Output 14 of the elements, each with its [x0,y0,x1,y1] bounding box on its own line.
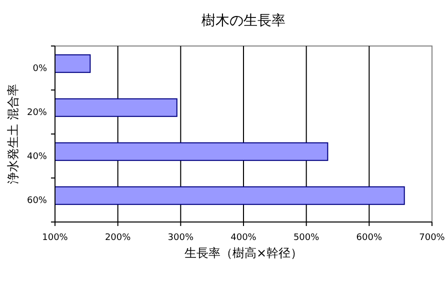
x-tick-label: 300% [168,233,194,243]
y-tick-label: 20% [26,108,48,118]
y-tick-label: 40% [26,152,48,162]
y-tick-label: 60% [26,196,48,206]
y-axis-title: 浄水発生土 混合率 [6,84,20,184]
y-tick-label: 0% [32,64,48,74]
x-tick-label: 400% [230,233,257,243]
x-tick-label: 500% [293,233,320,243]
x-tick-label: 600% [356,233,382,243]
x-axis-title: 生長率（樹高×幹径） [184,246,303,260]
chart-title: 樹木の生長率 [202,13,286,29]
x-tick-label: 100% [42,233,68,243]
x-tick-label: 700% [419,233,446,243]
x-tick-label: 200% [104,233,132,243]
